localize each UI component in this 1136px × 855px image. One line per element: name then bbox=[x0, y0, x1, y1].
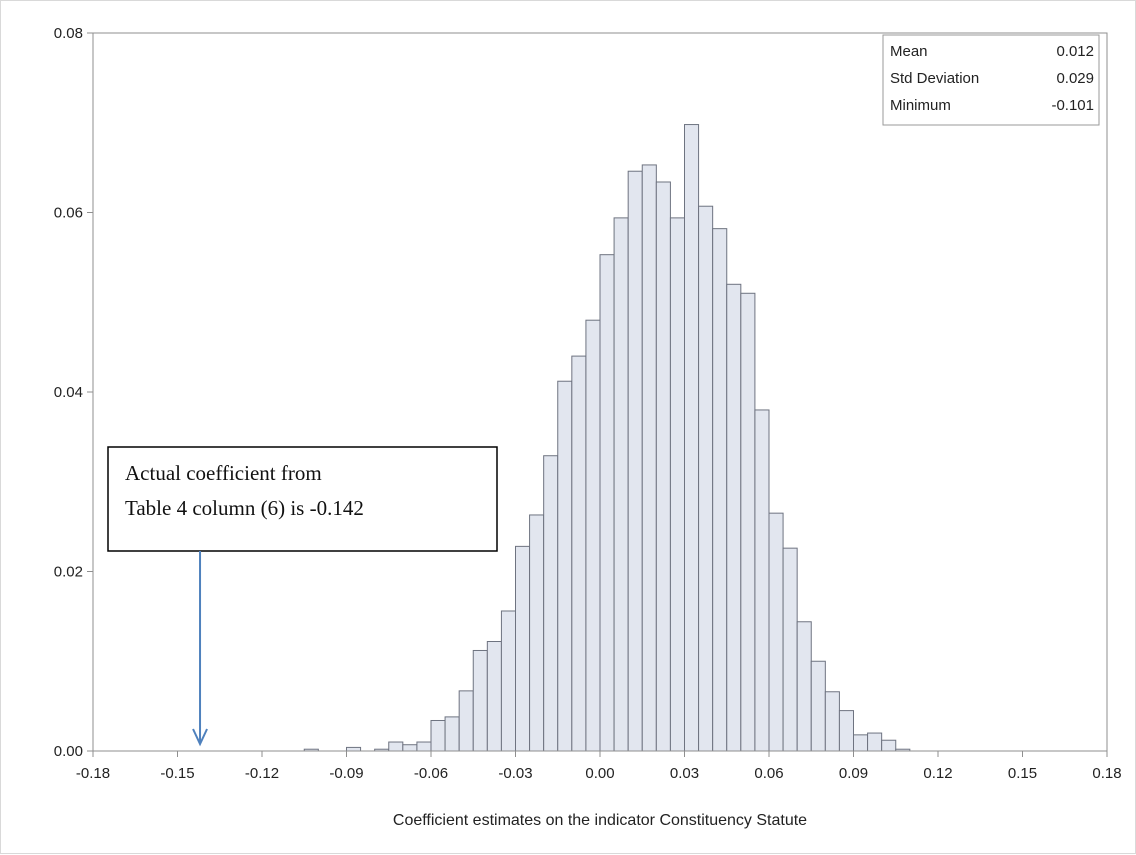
histogram-bar bbox=[472, 649, 488, 752]
histogram-bar bbox=[627, 170, 643, 752]
histogram-bar bbox=[557, 380, 573, 752]
x-tick-label: -0.15 bbox=[160, 765, 194, 782]
x-tick-label: 0.00 bbox=[585, 765, 614, 782]
histogram-bar bbox=[430, 719, 446, 752]
inset-minimum-value: -0.101 bbox=[1051, 97, 1094, 114]
y-tick-label: 0.00 bbox=[54, 743, 83, 760]
histogram-bar bbox=[416, 741, 432, 752]
y-tick-label: 0.06 bbox=[54, 205, 83, 222]
histogram-bar bbox=[796, 621, 812, 752]
x-tick-label: 0.15 bbox=[1008, 765, 1037, 782]
histogram-bar bbox=[529, 514, 545, 752]
histogram-bar bbox=[740, 292, 756, 752]
statistics-inset: Mean 0.012 Std Deviation 0.029 Minimum -… bbox=[882, 34, 1100, 126]
inset-std-deviation-label: Std Deviation bbox=[890, 70, 979, 87]
x-tick-label: -0.12 bbox=[245, 765, 279, 782]
bars-layer bbox=[303, 124, 911, 752]
histogram-bar bbox=[500, 610, 517, 752]
histogram-bar bbox=[486, 641, 502, 752]
inset-mean-value: 0.012 bbox=[1056, 43, 1094, 60]
y-tick-label: 0.02 bbox=[54, 564, 83, 581]
histogram-bar bbox=[853, 734, 869, 752]
histogram-bar bbox=[402, 744, 418, 752]
annotation-line-2: Table 4 column (6) is -0.142 bbox=[125, 496, 364, 520]
statistics-inset-border bbox=[882, 34, 1100, 126]
histogram-bar bbox=[599, 254, 615, 752]
annotation-line-1: Actual coefficient from bbox=[125, 461, 322, 485]
histogram-bar bbox=[458, 690, 474, 752]
histogram-bar bbox=[867, 732, 883, 752]
annotation-callout: Actual coefficient from Table 4 column (… bbox=[107, 446, 498, 747]
histogram-bar bbox=[712, 228, 728, 752]
inset-minimum-label: Minimum bbox=[890, 97, 951, 114]
annotation-arrow-head bbox=[192, 728, 208, 747]
histogram-bar bbox=[726, 283, 742, 752]
x-tick-label: -0.18 bbox=[76, 765, 110, 782]
y-tick-label: 0.04 bbox=[54, 384, 83, 401]
inset-std-deviation-value: 0.029 bbox=[1056, 70, 1094, 87]
x-tick-label: -0.03 bbox=[498, 765, 532, 782]
histogram-bar bbox=[824, 691, 840, 752]
histogram-bar bbox=[754, 409, 770, 752]
annotation-box bbox=[107, 446, 498, 552]
x-tick-label: 0.12 bbox=[923, 765, 952, 782]
y-tick-label: 0.08 bbox=[54, 25, 83, 42]
histogram-bar bbox=[346, 746, 362, 752]
histogram-bar bbox=[838, 710, 854, 752]
histogram-bar bbox=[810, 660, 826, 752]
histogram-bar bbox=[782, 547, 798, 752]
histogram-bar bbox=[684, 124, 700, 752]
histogram-bar bbox=[669, 217, 685, 752]
x-axis: -0.18 -0.15 -0.12 -0.09 -0.06 -0.03 0.00 0.03 0.… bbox=[76, 751, 1122, 782]
histogram-bar bbox=[543, 455, 559, 752]
x-axis-title: Coefficient estimates on the indicator C… bbox=[393, 812, 807, 829]
x-tick-label: 0.03 bbox=[670, 765, 699, 782]
histogram-bar bbox=[388, 741, 404, 752]
x-tick-label: 0.06 bbox=[754, 765, 783, 782]
histogram-bar bbox=[585, 319, 601, 752]
histogram-bar bbox=[881, 739, 897, 752]
histogram-bar bbox=[698, 205, 714, 752]
histogram-bar bbox=[768, 512, 784, 752]
histogram-bar bbox=[515, 545, 531, 752]
histogram-bar bbox=[571, 355, 587, 752]
x-tick-label: -0.06 bbox=[414, 765, 448, 782]
x-tick-label: 0.18 bbox=[1092, 765, 1121, 782]
histogram-bar bbox=[613, 217, 629, 752]
histogram-bar bbox=[655, 181, 671, 752]
x-tick-label: 0.09 bbox=[839, 765, 868, 782]
inset-mean-label: Mean bbox=[890, 43, 928, 60]
x-tick-label: -0.09 bbox=[329, 765, 363, 782]
y-axis: 0.00 0.02 0.04 0.06 0.08 bbox=[54, 25, 93, 760]
histogram-bar bbox=[641, 164, 657, 752]
histogram-bar bbox=[444, 716, 460, 752]
